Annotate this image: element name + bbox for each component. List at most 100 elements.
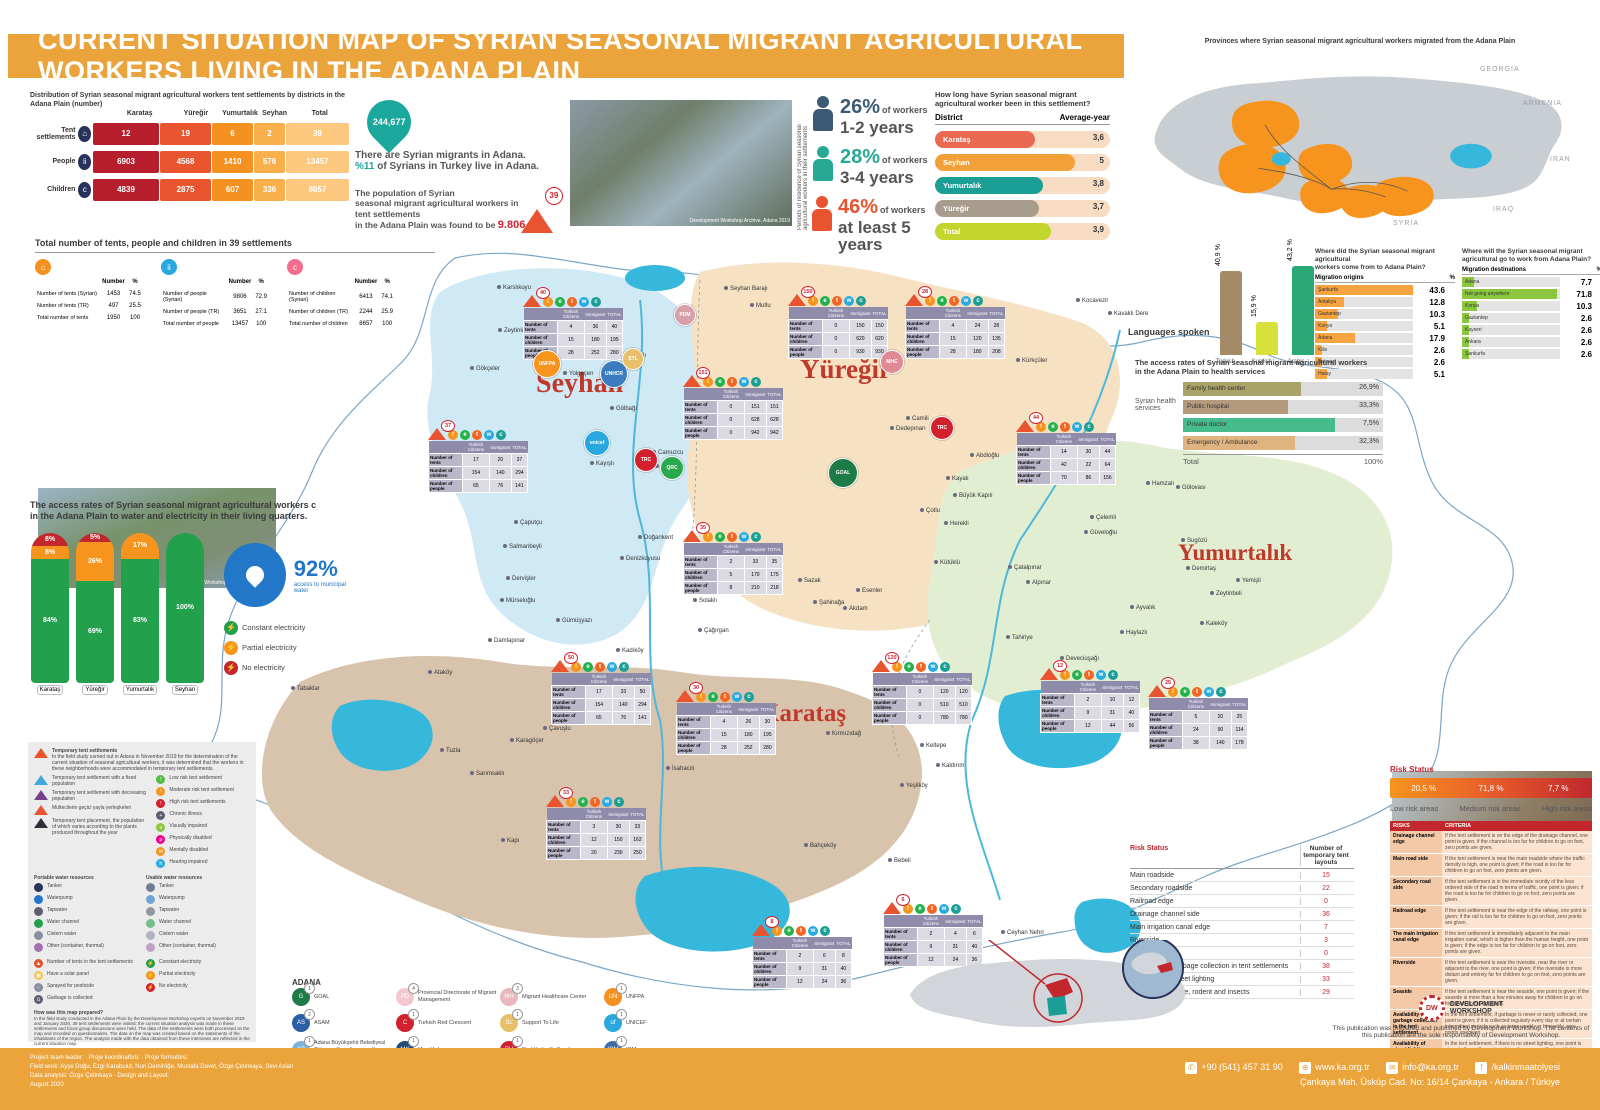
water-icon xyxy=(732,692,742,702)
total-value: 40 xyxy=(1122,706,1141,720)
water-item-label: Tapwater xyxy=(159,907,180,913)
town-label: Hamzalı xyxy=(1146,481,1174,487)
footer-phone[interactable]: +90 (541) 457 31 90 xyxy=(1201,1062,1283,1072)
legend-risk-label: Visually impaired xyxy=(169,823,208,829)
org-logo: PDM xyxy=(674,304,696,326)
immigrant-value: 20 xyxy=(488,453,512,467)
water-source-icon xyxy=(34,895,43,904)
health-track: Private doctor 7,5% xyxy=(1183,417,1383,432)
legend-risk-item: ! High risk tent settlements xyxy=(156,799,250,808)
legend-icon: ◌ xyxy=(34,983,43,992)
legend-bottom-label: Garbage is collected xyxy=(47,995,93,1001)
immigrant-value: 31 xyxy=(812,962,836,976)
blank-header xyxy=(683,543,718,556)
town-name: Solaklı xyxy=(699,598,718,604)
legend-risk-label: Mentally disabled xyxy=(169,847,209,853)
town-label: Kaleköy xyxy=(1200,621,1227,627)
settlement-row-label: Number of children xyxy=(1016,458,1051,472)
total-value: 37 xyxy=(510,453,529,467)
health-title2: in the Adana Plain to health services xyxy=(1135,367,1266,377)
immigrant-value: 942 xyxy=(743,426,767,440)
origin-track: Hatay xyxy=(1315,369,1413,380)
immigrant-value: 620 xyxy=(848,332,872,346)
total-header: TOTAL xyxy=(871,307,888,320)
turkish-value: 0 xyxy=(821,332,850,346)
legend-risk-item: ! Low risk tent settlement xyxy=(156,775,250,784)
town-label: Ataköy xyxy=(428,670,452,676)
settlement-body: Number of tents 2 33 35 Number of childr… xyxy=(683,555,784,595)
water-source-icon xyxy=(146,931,155,940)
water-source-icon xyxy=(146,907,155,916)
town-label: Bahçeköy xyxy=(804,843,836,849)
number-header: Number xyxy=(228,279,252,286)
photo-caption: Development Workshop Archive, Adana 2019 xyxy=(689,218,790,224)
risk-icon xyxy=(571,662,581,672)
settlement-head: Turkish Citizens Immigrant TOTAL xyxy=(905,307,1005,320)
health-row: Private doctor 7,5% xyxy=(1183,417,1383,432)
destination-value: 7.7 xyxy=(1580,277,1592,287)
neighbor-label: IRAN xyxy=(1550,156,1571,163)
legend-electricity-item: ⚡ Partial electricity xyxy=(146,971,250,980)
turkish-value: 4 xyxy=(556,320,585,334)
summary-head-row: Number % xyxy=(161,276,269,288)
water-item-label: Cistern water xyxy=(159,931,189,937)
water-item: Tapwater xyxy=(146,907,250,916)
total-value: 120 xyxy=(954,685,973,699)
electricity-icon xyxy=(937,296,947,306)
tapwater-icon xyxy=(796,926,806,936)
footer-mail[interactable]: info@ka.org.tr xyxy=(1402,1062,1459,1072)
layouts-title: Risk Status xyxy=(1130,845,1169,852)
town-label: Kadıköy xyxy=(616,648,644,654)
settlement-grid: Turkish Citizens Immigrant TOTAL Number … xyxy=(788,307,889,359)
destination-row: Adana 7.7 xyxy=(1462,277,1600,288)
legend-risk-item: p Physically disabled xyxy=(156,835,250,844)
risk-icon xyxy=(448,430,458,440)
origin-value: 5.1 xyxy=(1433,369,1445,379)
blank-header xyxy=(676,703,711,716)
turkish-value: 154 xyxy=(584,698,613,712)
town-name: Çelemli xyxy=(1096,515,1117,521)
footer-social[interactable]: /kalkinmaatolyesi xyxy=(1491,1062,1560,1072)
town-label: Mürseloğlu xyxy=(500,598,535,604)
total-value: 151 xyxy=(765,400,784,414)
destination-track: Kayseri xyxy=(1462,325,1560,336)
settlement-table: 6 Turkish Citizens Immigrant TOTAL xyxy=(883,894,984,967)
total-value: 25 xyxy=(1230,710,1249,724)
tanker-icon xyxy=(744,692,754,702)
risk-criteria-text: If the tent settlement is in the immedia… xyxy=(1442,877,1592,905)
residence-years: 1-2 years xyxy=(840,118,914,137)
settlement-row-label: Number of people xyxy=(788,345,823,359)
blank-header xyxy=(1016,433,1051,446)
settlement-table: 33 Turkish Citizens Immigrant TOTAL xyxy=(546,787,647,860)
total-value: 280 xyxy=(758,741,777,755)
health-total-label: Total xyxy=(1183,456,1199,466)
town-name: Kaleköy xyxy=(1206,621,1228,627)
legend-risk-item: h Hearing impaired xyxy=(156,859,250,868)
legend-risk-item: ! Moderate risk tent settlement xyxy=(156,787,250,796)
avg-year-rows: Karataş 3,6 Seyhan 5 Yumurtalık 3,8 Yüre… xyxy=(935,130,1110,240)
district-header: Yumurtalık xyxy=(222,109,258,117)
water-icon xyxy=(928,662,938,672)
settlement-row-label: Number of people xyxy=(428,479,463,493)
settlement-grid: Turkish Citizens Immigrant TOTAL Number … xyxy=(872,673,973,725)
water-icon xyxy=(739,377,749,387)
town-dot xyxy=(890,426,894,431)
total-header: TOTAL xyxy=(634,673,651,686)
total-value: 12 xyxy=(1122,693,1141,707)
settlement-table: 37 Turkish Citizens Immigrant TOTAL xyxy=(428,420,529,493)
settlement-row-label: Number of tents xyxy=(683,400,718,414)
town-dot xyxy=(856,588,860,593)
footer-web[interactable]: www.ka.org.tr xyxy=(1315,1062,1370,1072)
health-track: Public hospital 33,3% xyxy=(1183,399,1383,414)
settlement-row-label: Number of tents xyxy=(546,820,581,834)
pct-header: % xyxy=(132,279,138,286)
origin-row: Antakya 12.8 xyxy=(1315,297,1455,308)
turkish-value: 154 xyxy=(461,466,490,480)
town-label: Gölbağı xyxy=(610,406,637,412)
language-bar: 40,9 % Turkish xyxy=(1215,244,1242,365)
languages-title: Languages spoken xyxy=(1128,327,1210,338)
layout-label: Presence of reptile, rodent and insects xyxy=(1130,988,1250,996)
settlement-body: Number of tents 5 20 25 Number of childr… xyxy=(1148,710,1249,750)
origin-rows: Şanlıurfa 43.6 Antakya 12.8 Gaziantep 10… xyxy=(1315,285,1455,380)
partner-name: Turkish Red Crescent xyxy=(418,1019,471,1026)
